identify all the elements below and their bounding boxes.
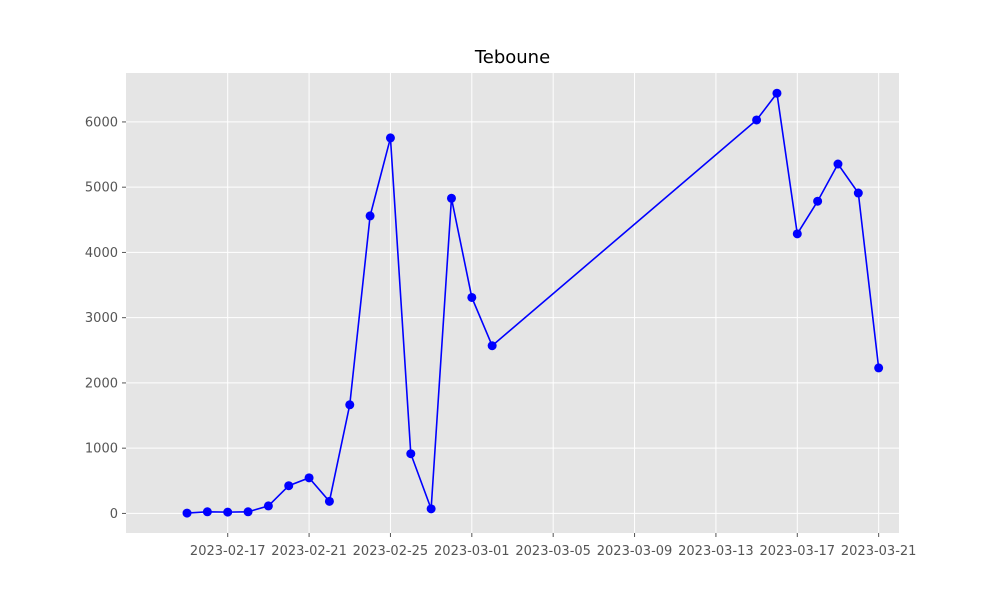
x-tick-label: 2023-02-25 — [353, 544, 429, 559]
data-point — [772, 88, 782, 98]
data-point — [345, 400, 355, 410]
x-tick-label: 2023-03-21 — [841, 544, 917, 559]
data-point — [365, 211, 375, 221]
grid — [126, 73, 899, 533]
data-point — [792, 229, 802, 239]
data-point — [426, 504, 436, 514]
x-tick-label: 2023-02-21 — [271, 544, 347, 559]
x-tick-label: 2023-03-01 — [434, 544, 510, 559]
data-point — [284, 481, 294, 491]
data-point — [406, 449, 416, 459]
y-tick-label: 4000 — [85, 246, 118, 261]
data-point — [813, 196, 823, 206]
data-point — [752, 115, 762, 125]
axis-ticks: 2023-02-17 2023-02-21 2023-02-25 2023-03-01… — [85, 115, 917, 559]
data-point — [446, 193, 456, 203]
series — [182, 88, 884, 518]
data-point — [874, 363, 884, 373]
data-point — [304, 473, 314, 483]
data-point — [202, 507, 212, 517]
x-tick-label: 2023-02-17 — [190, 544, 266, 559]
y-tick-label: 0 — [110, 507, 118, 522]
y-tick-label: 5000 — [85, 181, 118, 196]
data-point — [467, 292, 477, 302]
data-point — [223, 507, 233, 517]
x-tick-label: 2023-03-09 — [597, 544, 673, 559]
data-point — [853, 188, 863, 198]
y-tick-label: 6000 — [85, 115, 118, 130]
x-tick-label: 2023-03-17 — [760, 544, 836, 559]
x-tick-label: 2023-03-13 — [678, 544, 754, 559]
data-point — [833, 159, 843, 169]
data-point — [182, 508, 192, 518]
data-point — [243, 507, 253, 517]
data-point — [324, 496, 334, 506]
y-tick-label: 1000 — [85, 442, 118, 457]
data-point — [385, 133, 395, 143]
y-tick-label: 3000 — [85, 311, 118, 326]
plot-area — [126, 73, 899, 533]
y-tick-label: 2000 — [85, 376, 118, 391]
chart-title: Teboune — [474, 47, 550, 68]
data-point — [263, 501, 273, 511]
x-tick-label: 2023-03-05 — [515, 544, 591, 559]
data-point — [487, 341, 497, 351]
